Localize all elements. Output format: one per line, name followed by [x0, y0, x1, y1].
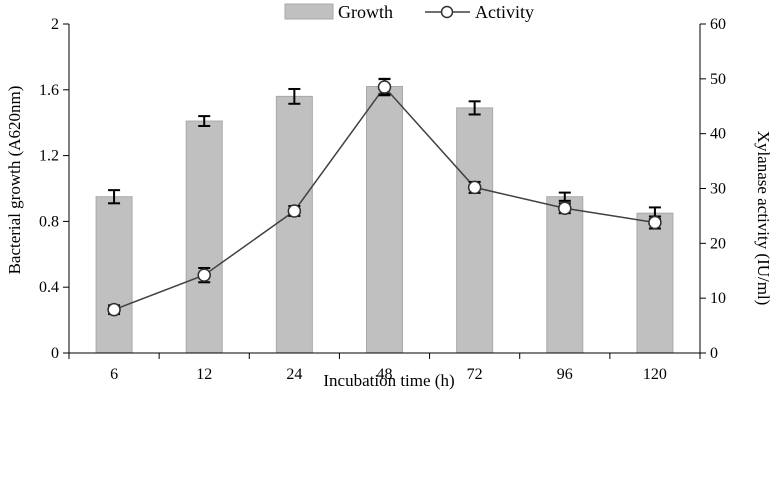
x-axis-title: Incubation time (h) [323, 371, 454, 390]
y-tick-label: 1.2 [39, 148, 59, 165]
growth-bar [95, 196, 133, 354]
activity-point [377, 80, 392, 94]
x-tick-label: 6 [110, 366, 118, 383]
legend-growth-label: Growth [338, 2, 393, 22]
activity-point [197, 268, 211, 282]
y-tick-label: 1.6 [39, 82, 59, 99]
legend: Growth Activity [284, 2, 534, 22]
activity-point [107, 302, 121, 317]
y2-tick-label: 10 [710, 290, 726, 307]
y-tick-label: 0 [51, 345, 59, 362]
x-tick-label: 24 [286, 366, 302, 383]
y2-axis-title: Xylanase activity (IU/ml) [754, 131, 773, 306]
growth-bar [366, 86, 403, 354]
y-tick-label: 2 [51, 16, 59, 33]
y-axis-title: Bacterial growth (A620nm) [5, 86, 24, 275]
growth-bar [456, 107, 494, 354]
y2-tick-label: 50 [710, 71, 726, 88]
y-tick-label: 0.8 [39, 213, 59, 230]
activity-point [467, 180, 482, 195]
activity-point [287, 204, 302, 218]
y2-tick-label: 40 [710, 126, 726, 143]
activity-point [648, 215, 662, 230]
legend-activity-marker [440, 5, 454, 19]
x-tick-label: 48 [377, 366, 393, 383]
growth-bar [185, 120, 223, 354]
growth-bar [275, 95, 313, 354]
legend-activity-label: Activity [475, 2, 534, 22]
y2-tick-label: 20 [710, 235, 726, 252]
y-tick-label: 0.4 [39, 279, 59, 296]
x-tick-label: 12 [196, 366, 212, 383]
y2-tick-label: 30 [710, 181, 726, 198]
x-tick-label: 72 [467, 366, 483, 383]
x-tick-label: 96 [557, 366, 573, 383]
growth-bar [636, 212, 674, 354]
legend-growth-swatch [284, 3, 334, 20]
x-tick-label: 120 [643, 366, 667, 383]
y2-tick-label: 60 [710, 16, 726, 33]
activity-point [558, 201, 572, 215]
growth-bar [546, 196, 584, 354]
y2-tick-label: 0 [710, 345, 718, 362]
